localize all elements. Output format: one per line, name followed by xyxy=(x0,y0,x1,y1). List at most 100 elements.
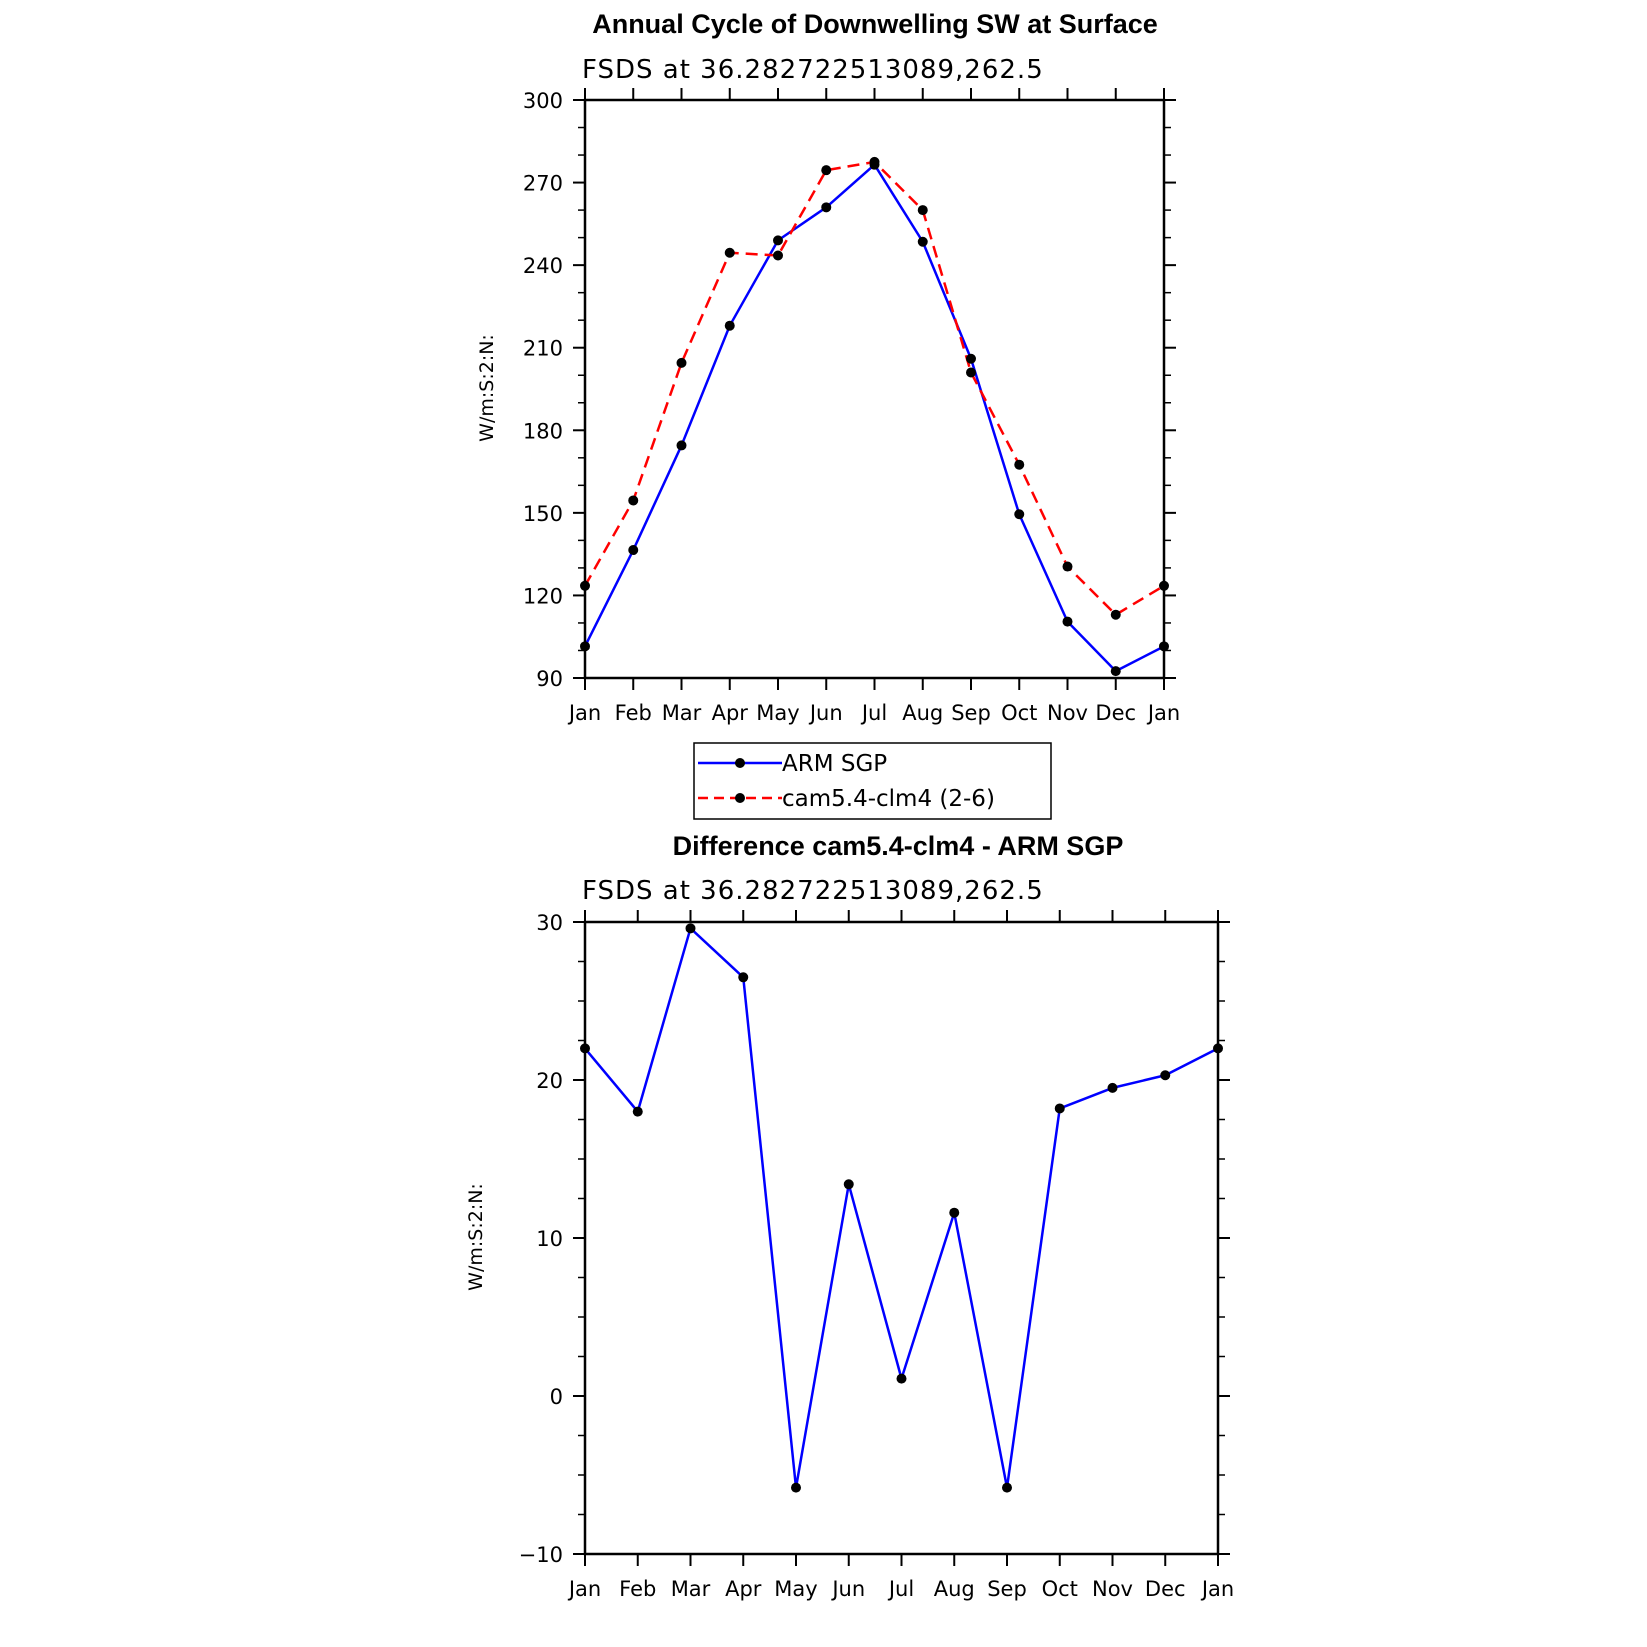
chart-1-y-tick-label: 120 xyxy=(523,584,563,608)
chart-1-series-0-point xyxy=(724,320,735,331)
chart-1-x-tick-label: Aug xyxy=(902,701,943,725)
legend-label-cam54-clm4: cam5.4-clm4 (2-6) xyxy=(782,786,995,812)
chart-2-y-tick-label: 10 xyxy=(536,1227,563,1251)
chart-1-series-1-point xyxy=(917,205,928,216)
chart-1-series-0-line xyxy=(583,163,1165,673)
chart-1-x-tick-label: Nov xyxy=(1047,701,1088,725)
chart-1-series-1-point xyxy=(1159,580,1169,591)
chart-2-x-tick-label: Feb xyxy=(619,1577,656,1601)
chart-1-series-1-point xyxy=(966,367,976,378)
legend-marker-arm-sgp xyxy=(735,758,745,768)
chart-1-series-0-point xyxy=(966,353,976,364)
chart-2-y-tick-label: −10 xyxy=(519,1543,563,1567)
chart-2-series-0-point xyxy=(1054,1103,1065,1114)
chart-1-series-0-point xyxy=(1062,616,1073,627)
chart-1-series-0-point xyxy=(821,202,832,213)
chart-2-series-0-point xyxy=(949,1207,960,1218)
legend-label-arm-sgp: ARM SGP xyxy=(782,751,887,777)
chart-1-y-tick-label: 90 xyxy=(536,667,563,691)
chart-2-x-tick-label: Nov xyxy=(1092,1577,1133,1601)
chart-1-x-tick-label: Dec xyxy=(1095,701,1136,725)
chart-2-x-tick-label: Jul xyxy=(887,1577,914,1601)
chart-2-x-tick-label: Jun xyxy=(830,1577,865,1601)
chart-1-series-1-point xyxy=(773,250,783,261)
chart-1-series-0-point xyxy=(580,641,590,652)
chart-2-series-0-point xyxy=(896,1373,907,1384)
chart-1-series-1-point xyxy=(1014,459,1025,470)
chart-1-x-tick-label: Jan xyxy=(1146,701,1180,725)
chart-1-y-tick-label: 300 xyxy=(523,89,563,113)
chart-1-series-1-point xyxy=(1062,561,1073,572)
chart-1-series-1-line xyxy=(583,160,1165,616)
legend-item-arm-sgp: ARM SGP xyxy=(698,751,887,777)
chart-2-y-tick-label: 20 xyxy=(536,1069,563,1093)
chart-2-series-0-point xyxy=(632,1106,643,1117)
chart-2-series-0-point xyxy=(1107,1082,1118,1093)
chart-1-series-0-point xyxy=(1159,641,1169,652)
chart-1-x-tick-label: May xyxy=(756,701,799,725)
chart-2-series-0-point xyxy=(685,923,696,934)
chart-1-series-0-point xyxy=(676,440,687,451)
chart-1-x-tick-label: Mar xyxy=(662,701,702,725)
chart-2-series-0-point xyxy=(738,972,749,983)
chart-2-x-tick-label: Oct xyxy=(1042,1577,1078,1601)
chart-2-y-tick-label: 0 xyxy=(550,1385,563,1409)
legend-marker-cam54-clm4 xyxy=(735,793,745,803)
chart-2-x-tick-label: May xyxy=(774,1577,817,1601)
legend: ARM SGP cam5.4-clm4 (2-6) xyxy=(693,742,1052,820)
chart-2-series-0-point xyxy=(1213,1043,1223,1054)
chart-2-series-0-point xyxy=(1160,1070,1171,1081)
chart-2-x-tick-label: Apr xyxy=(725,1577,762,1601)
chart-1-series-1-point xyxy=(676,357,687,368)
chart-2-frame xyxy=(583,920,1220,1556)
chart-1-series-1-point xyxy=(724,247,735,258)
chart-2-series-0-line xyxy=(584,927,1219,1489)
chart-2-series-0-point xyxy=(791,1482,801,1493)
chart-1-x-tick-label: Jun xyxy=(808,701,843,725)
chart-1-series-1-point xyxy=(1110,609,1121,620)
chart-2-title: Difference cam5.4-clm4 - ARM SGP xyxy=(673,831,1124,861)
chart-2-x-tick-label: Mar xyxy=(671,1577,711,1601)
difference-chart: Difference cam5.4-clm4 - ARM SGP FSDS at… xyxy=(465,831,1234,1601)
chart-1-plot-area: Jan Feb Mar Apr May Jun Jul Aug Sep Oct Nov Dec Jan9… xyxy=(523,88,1180,725)
chart-1-series-1-point xyxy=(869,156,880,167)
chart-1-series-0-point xyxy=(1110,666,1121,677)
annual-cycle-chart: Annual Cycle of Downwelling SW at Surfac… xyxy=(476,9,1180,725)
chart-1-subtitle: FSDS at 36.282722513089,262.5 xyxy=(582,55,1044,85)
chart-1-title: Annual Cycle of Downwelling SW at Surfac… xyxy=(592,9,1158,39)
chart-2-series-0-point xyxy=(1002,1482,1012,1493)
chart-2-series-0-point xyxy=(580,1043,590,1054)
chart-1-series-0-point xyxy=(917,236,928,247)
chart-1-series-0-point xyxy=(773,235,783,246)
chart-1-series-1-point xyxy=(821,165,832,176)
chart-2-y-tick-label: 30 xyxy=(536,911,563,935)
chart-1-series-0-point xyxy=(1014,509,1025,520)
chart-2-x-tick-label: Aug xyxy=(934,1577,975,1601)
chart-2-x-tick-label: Jan xyxy=(1200,1577,1234,1601)
chart-1-y-tick-label: 150 xyxy=(523,502,563,526)
chart-1-x-tick-label: Apr xyxy=(712,701,749,725)
chart-1-y-axis-label: W/m:S:2:N: xyxy=(476,334,498,442)
chart-2-plot-area: Jan Feb Mar Apr May Jun Jul Aug Sep Oct Nov Dec Jan−… xyxy=(519,910,1234,1601)
chart-1-y-tick-label: 270 xyxy=(523,172,563,196)
chart-1-x-tick-label: Jan xyxy=(567,701,601,725)
chart-1-x-tick-label: Oct xyxy=(1001,701,1037,725)
chart-2-y-axis-label: W/m:S:2:N: xyxy=(465,1183,487,1291)
chart-1-y-tick-label: 180 xyxy=(523,419,563,443)
chart-2-x-tick-label: Dec xyxy=(1145,1577,1186,1601)
chart-1-y-tick-label: 210 xyxy=(523,337,563,361)
chart-2-subtitle: FSDS at 36.282722513089,262.5 xyxy=(582,876,1044,906)
chart-1-x-tick-label: Jul xyxy=(860,701,887,725)
legend-box xyxy=(693,742,1052,820)
chart-1-series-1-point xyxy=(580,580,590,591)
chart-2-series-0-point xyxy=(843,1179,854,1190)
chart-1-series-1-point xyxy=(628,495,639,506)
chart-1-series-0-point xyxy=(628,545,639,556)
chart-1-y-tick-label: 240 xyxy=(523,254,563,278)
chart-1-x-tick-label: Feb xyxy=(615,701,652,725)
chart-2-x-tick-label: Sep xyxy=(987,1577,1027,1601)
chart-1-x-tick-label: Sep xyxy=(951,701,991,725)
legend-item-cam54-clm4: cam5.4-clm4 (2-6) xyxy=(698,786,995,812)
chart-2-x-tick-label: Jan xyxy=(567,1577,601,1601)
